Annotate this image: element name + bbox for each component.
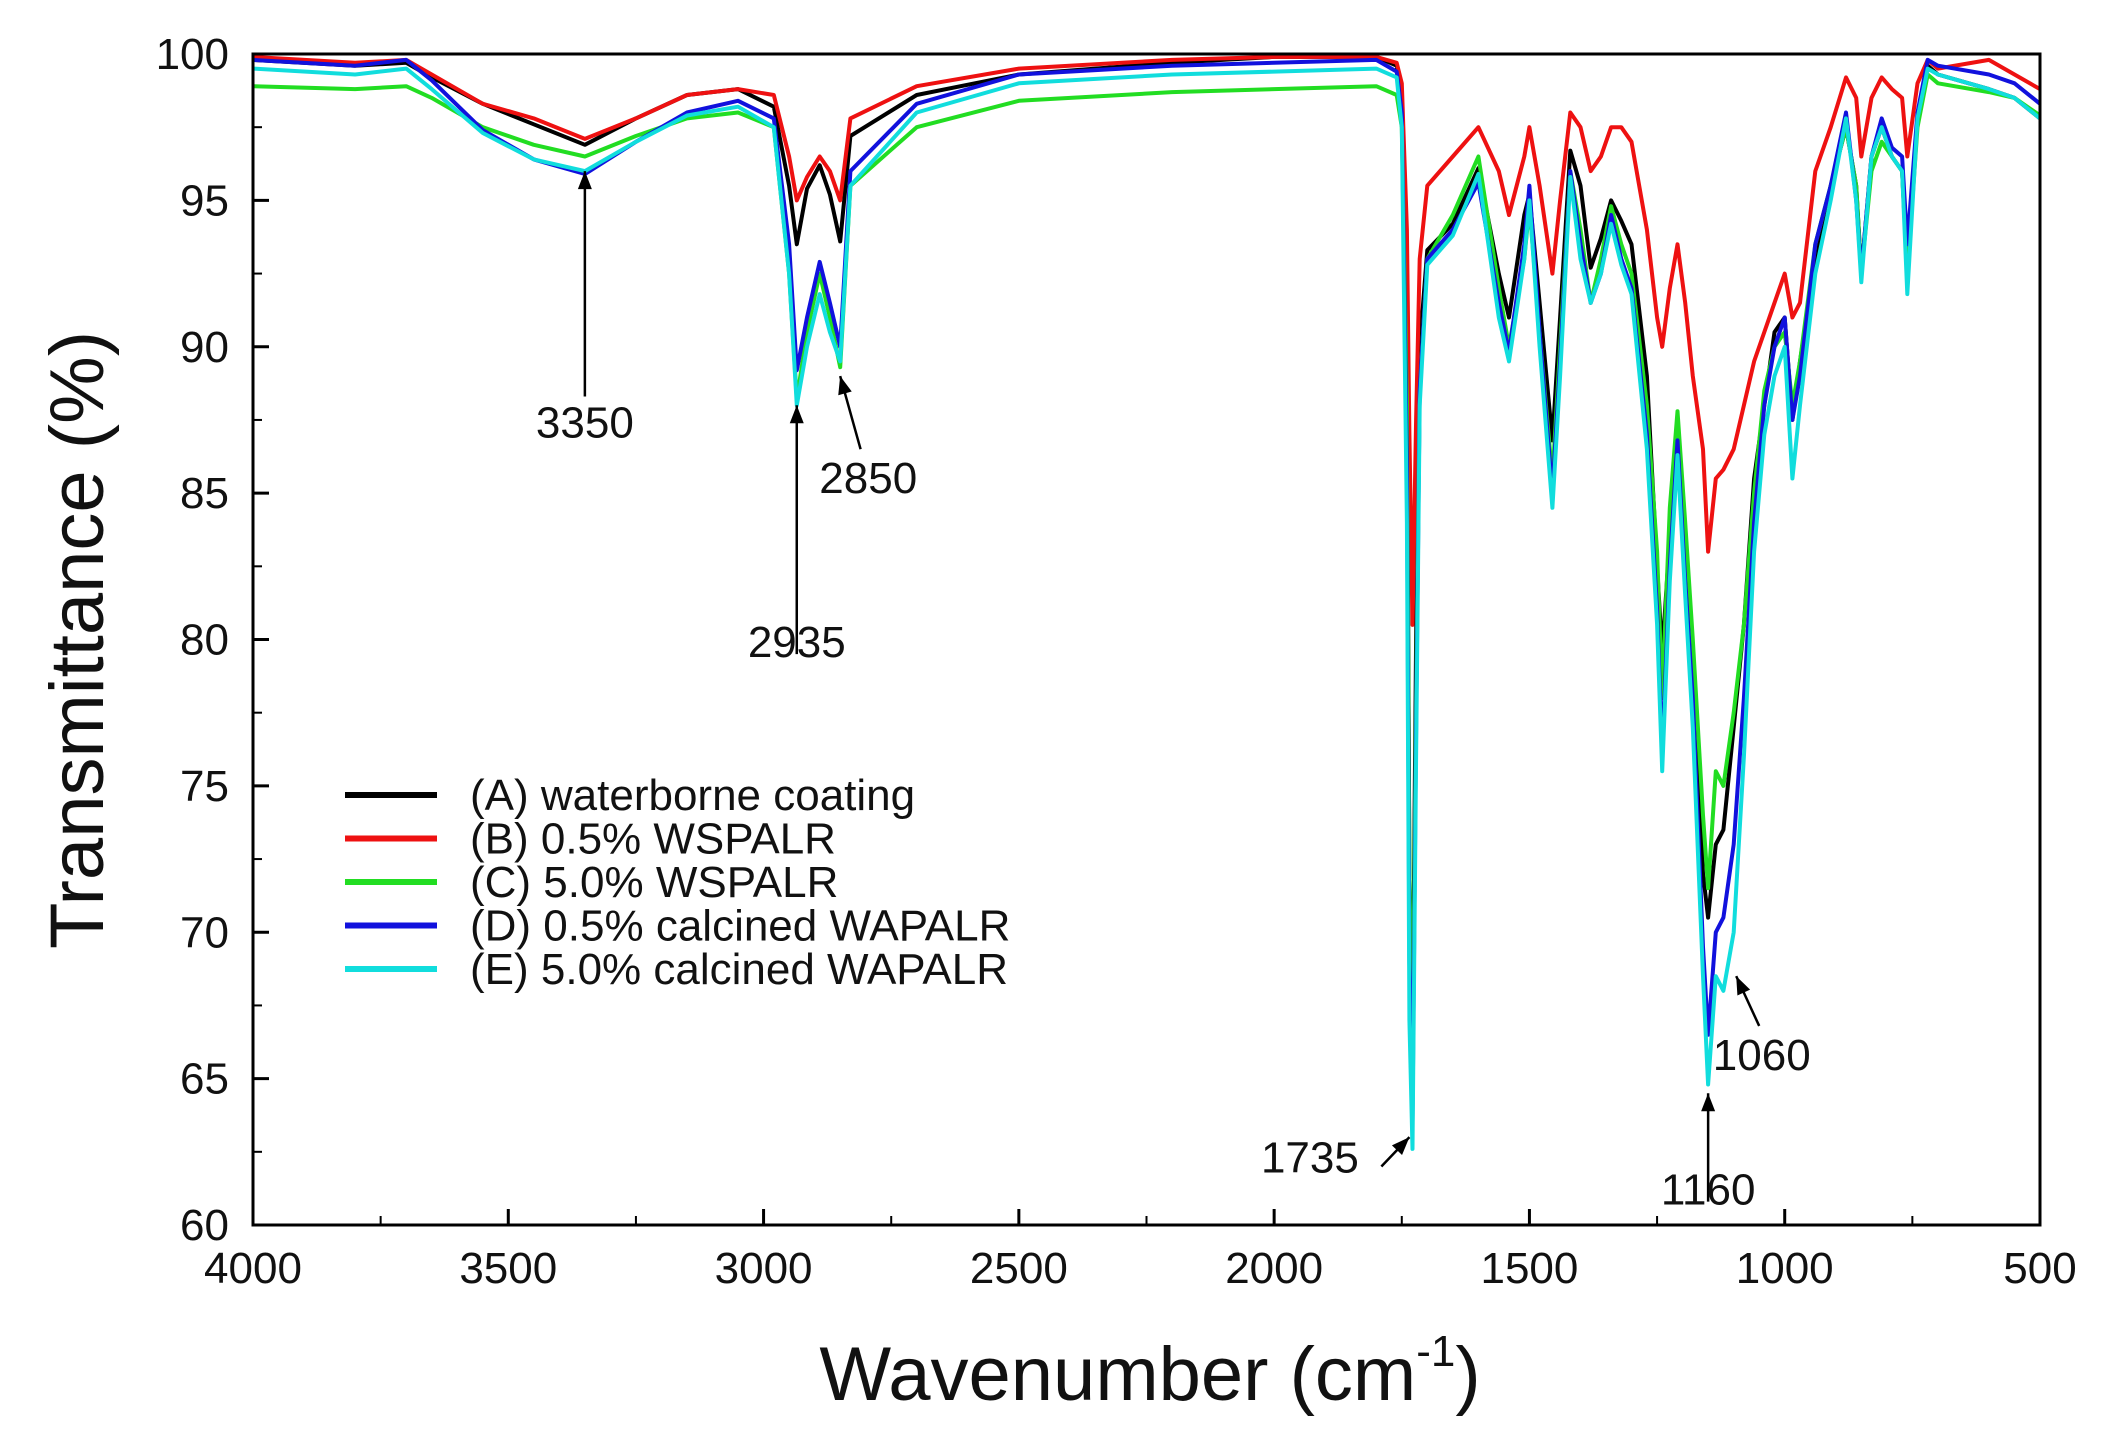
y-tick-label: 60 xyxy=(180,1201,229,1250)
legend-label-3: (C) 5.0% WSPALR xyxy=(470,858,838,907)
x-axis-title-superscript: -1 xyxy=(1416,1327,1455,1376)
series-line-5 xyxy=(252,66,2042,1151)
x-tick-label: 3000 xyxy=(715,1244,813,1293)
annotation-label: 3350 xyxy=(536,399,634,448)
annotation-arrow-head xyxy=(789,405,804,424)
y-tick-label: 95 xyxy=(180,176,229,225)
series-line-2 xyxy=(252,54,2041,627)
x-tick-label: 4000 xyxy=(204,1244,302,1293)
annotation-label: 2850 xyxy=(819,454,917,503)
peak-annotations: 3350 2935 2850 1735 1160 1060 xyxy=(536,171,1811,1215)
x-axis-title-close: ) xyxy=(1455,1332,1480,1417)
x-axis-title-main: Wavenumber (cm xyxy=(819,1332,1416,1417)
annotation-1060: 1060 xyxy=(1713,975,1811,1080)
annotation-label: 1160 xyxy=(1661,1166,1756,1215)
y-axis-title: Transmittance (%) xyxy=(35,331,120,949)
annotation-arrow-head xyxy=(838,376,852,396)
annotation-label: 1060 xyxy=(1713,1031,1811,1080)
y-tick-label: 70 xyxy=(180,908,229,957)
legend-label-2: (B) 0.5% WSPALR xyxy=(470,815,836,864)
y-tick-label: 75 xyxy=(180,762,229,811)
series-lines xyxy=(252,54,2042,1151)
x-tick-label: 3500 xyxy=(459,1244,557,1293)
legend-label-5: (E) 5.0% calcined WAPALR xyxy=(470,945,1008,994)
x-tick-label: 1000 xyxy=(1736,1244,1834,1293)
annotation-label: 2935 xyxy=(748,618,846,667)
annotation-1160: 1160 xyxy=(1661,1093,1756,1215)
y-tick-label: 65 xyxy=(180,1055,229,1104)
y-tick-label: 100 xyxy=(156,30,229,79)
annotation-2850: 2850 xyxy=(819,375,917,503)
annotation-arrow-head xyxy=(1391,1137,1410,1156)
y-tick-label: 85 xyxy=(180,469,229,518)
annotation-3350: 3350 xyxy=(536,171,634,448)
x-axis-title: Wavenumber (cm-1) xyxy=(819,1327,1480,1417)
annotation-1735: 1735 xyxy=(1261,1133,1411,1182)
annotation-arrow-head xyxy=(1701,1093,1716,1112)
x-tick-label: 500 xyxy=(2003,1244,2076,1293)
x-tick-label: 1500 xyxy=(1480,1244,1578,1293)
legend: (A) waterborne coating(B) 0.5% WSPALR(C)… xyxy=(345,771,1010,994)
y-tick-label: 80 xyxy=(180,616,229,665)
annotation-arrow-head xyxy=(1736,976,1751,996)
legend-label-4: (D) 0.5% calcined WAPALR xyxy=(470,902,1010,951)
x-tick-label: 2500 xyxy=(970,1244,1068,1293)
legend-label-1: (A) waterborne coating xyxy=(470,771,915,820)
y-tick-label: 90 xyxy=(180,323,229,372)
x-tick-label: 2000 xyxy=(1225,1244,1323,1293)
axis-ticks: 4000 3500 3000 2500 2000 1500 1000 500 60 65 70 75 8… xyxy=(156,30,2077,1293)
annotation-label: 1735 xyxy=(1261,1133,1359,1182)
annotation-arrow-head xyxy=(577,171,592,190)
annotation-2935: 2935 xyxy=(748,405,846,667)
